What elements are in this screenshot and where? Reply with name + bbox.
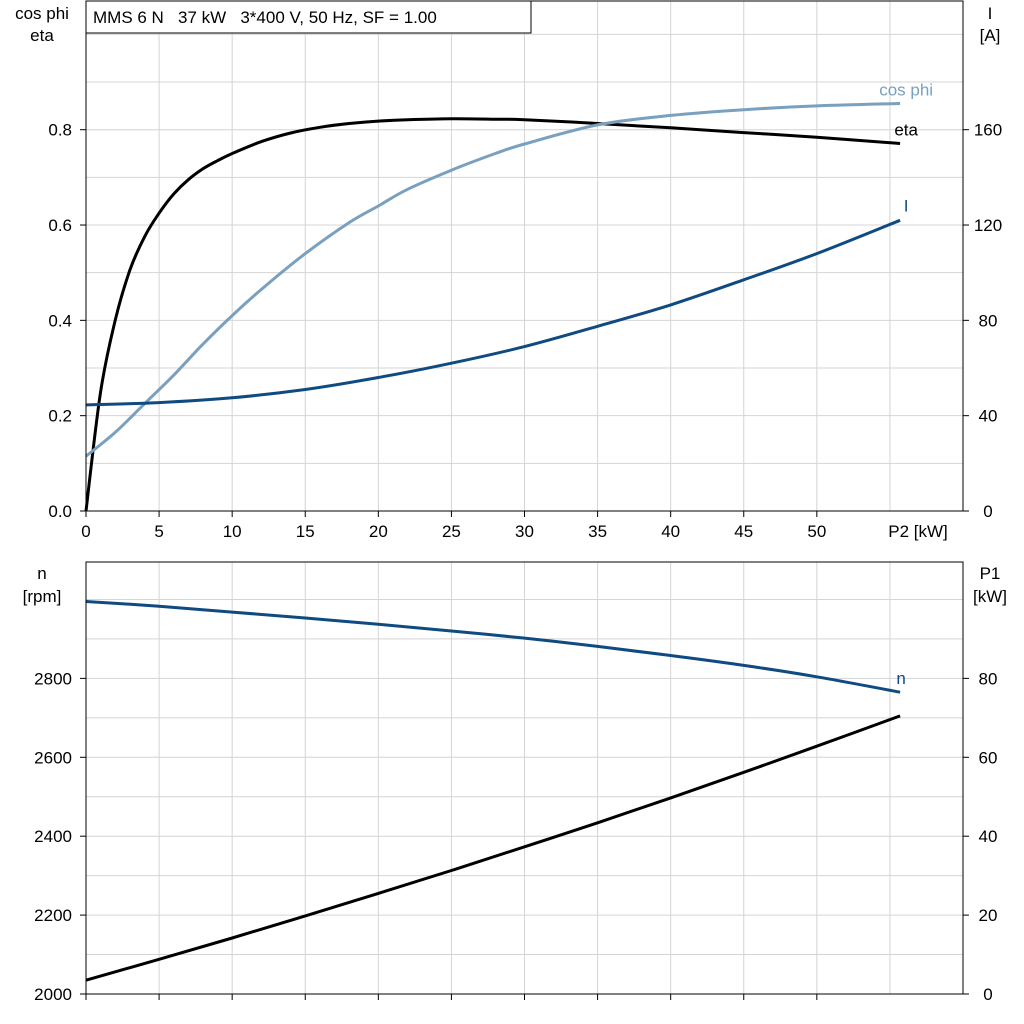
right-tick-label: 80 [979, 311, 998, 330]
series-label-n: n [896, 669, 905, 688]
title-box: MMS 6 N 37 kW 3*400 V, 50 Hz, SF = 1.00 [85, 0, 532, 34]
x-tick-label: 0 [81, 522, 90, 541]
left-tick-label: 0.0 [48, 502, 72, 521]
x-tick-label: 20 [369, 522, 388, 541]
right-tick-label: 40 [979, 827, 998, 846]
left-tick-label: 2200 [34, 906, 72, 925]
series-line-p1 [85, 714, 901, 982]
x-tick-label: 5 [154, 522, 163, 541]
series-label-eta: eta [894, 121, 918, 140]
left-tick-label: 2800 [34, 669, 72, 688]
bottom-chart-ticks: 2000 2200 2400 2600 2800 0 20 40 60 80 [34, 669, 997, 1004]
x-tick-label: 35 [588, 522, 607, 541]
right-tick-label: 20 [979, 906, 998, 925]
x-axis-label: P2 [kW] [888, 522, 948, 541]
top-chart-ticks: 0.0 0.2 0.4 0.6 0.8 0 40 80 120 160 0 5 10 15 20 25 30 35… [48, 121, 1002, 541]
left-tick-label: 2000 [34, 985, 72, 1004]
chart-title: MMS 6 N 37 kW 3*400 V, 50 Hz, SF = 1.00 [93, 8, 437, 27]
left-axis-title: cos phi [15, 4, 69, 23]
right-axis-title: [A] [980, 26, 1001, 45]
series-line-i [85, 218, 901, 407]
right-tick-label: 80 [979, 669, 998, 688]
bottom-chart-curves [85, 600, 901, 982]
top-chart-grid [86, 1, 963, 511]
title-box-frame [85, 0, 532, 34]
right-tick-label: 40 [979, 407, 998, 426]
top-chart-curves [84, 102, 901, 512]
left-tick-label: 0.6 [48, 216, 72, 235]
left-tick-label: 0.4 [48, 311, 72, 330]
x-tick-label: 30 [515, 522, 534, 541]
left-tick-label: 0.8 [48, 121, 72, 140]
right-axis-title: P1 [980, 564, 1001, 583]
x-tick-label: 45 [734, 522, 753, 541]
series-line-n [85, 600, 901, 694]
series-line-cos-phi [85, 102, 901, 458]
top-chart: 0.0 0.2 0.4 0.6 0.8 0 40 80 120 160 0 5 10 15 20 25 30 35… [15, 0, 1002, 541]
right-tick-label: 160 [974, 121, 1002, 140]
right-tick-label: 0 [983, 502, 992, 521]
right-tick-label: 0 [983, 985, 992, 1004]
bottom-chart-grid [86, 562, 963, 994]
bottom-chart: 2000 2200 2400 2600 2800 0 20 40 60 80 n n [rpm] P1 [… [23, 561, 1007, 1004]
left-axis-title: [rpm] [23, 587, 62, 606]
x-tick-label: 40 [661, 522, 680, 541]
left-axis-title: eta [30, 26, 54, 45]
x-tick-label: 10 [223, 522, 242, 541]
x-tick-label: 15 [296, 522, 315, 541]
series-line-eta [84, 117, 901, 512]
left-tick-label: 0.2 [48, 407, 72, 426]
left-axis-title: n [37, 564, 46, 583]
x-tick-label: 25 [442, 522, 461, 541]
x-tick-label: 50 [807, 522, 826, 541]
left-tick-label: 2600 [34, 748, 72, 767]
series-label-i: I [904, 196, 909, 215]
left-tick-label: 2400 [34, 827, 72, 846]
right-axis-title: [kW] [973, 587, 1007, 606]
right-tick-label: 60 [979, 748, 998, 767]
right-tick-label: 120 [974, 216, 1002, 235]
bottom-chart-labels: n n [rpm] P1 [kW] [23, 564, 1007, 688]
series-label-cos-phi: cos phi [879, 80, 933, 99]
right-axis-title: I [988, 4, 993, 23]
